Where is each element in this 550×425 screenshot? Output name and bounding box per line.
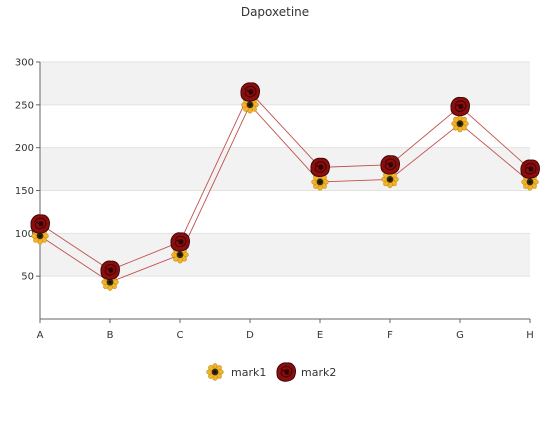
chart-title: Dapoxetine [241, 5, 309, 19]
y-tick-label: 200 [15, 143, 34, 154]
x-tick-label: B [107, 330, 114, 341]
grid-band [40, 276, 530, 319]
x-tick-label: E [317, 330, 323, 341]
grid-band [40, 190, 530, 234]
data-point-mark2 [240, 82, 261, 102]
x-tick-label: C [177, 330, 184, 341]
data-point-mark2 [380, 155, 401, 175]
grid-bands [40, 61, 530, 319]
grid-band [40, 233, 530, 277]
data-point-mark2 [30, 214, 51, 234]
x-axis-ticks: A B C D E F G H [37, 319, 534, 341]
x-tick-label: H [526, 330, 534, 341]
series-line-mark2 [39, 91, 531, 271]
x-tick-label: F [387, 330, 393, 341]
data-point-mark1 [451, 114, 469, 133]
y-tick-label: 300 [15, 58, 34, 69]
legend-label: mark2 [301, 366, 336, 379]
data-point-mark2 [310, 157, 331, 178]
data-point-mark2 [450, 96, 471, 117]
y-tick-label: 150 [15, 186, 34, 197]
grid-band [40, 62, 530, 105]
data-point-mark2 [520, 159, 541, 179]
y-tick-label: 250 [15, 100, 34, 111]
y-tick-label: 50 [21, 272, 34, 283]
x-tick-label: A [37, 330, 44, 341]
grid-band [40, 147, 530, 191]
legend: mark1 mark2 [206, 362, 336, 382]
data-point-mark2 [100, 260, 121, 280]
rose-icon [276, 362, 297, 382]
series-line-mark1 [39, 104, 531, 283]
series-group [30, 82, 541, 292]
legend-label: mark1 [231, 366, 266, 379]
sunflower-icon [206, 363, 224, 381]
x-tick-label: D [246, 330, 254, 341]
y-tick-label: 100 [15, 229, 34, 240]
x-tick-label: G [456, 330, 464, 341]
y-axis-ticks: 50 100 150 200 250 300 [15, 58, 40, 283]
grid-band [40, 104, 530, 148]
data-point-mark2 [170, 232, 191, 252]
